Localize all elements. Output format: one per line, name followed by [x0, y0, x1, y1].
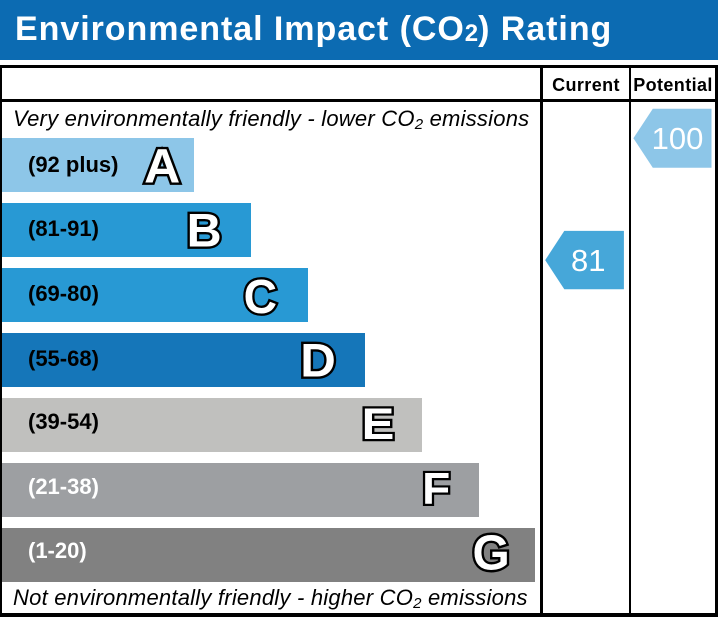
- svg-text:C: C: [244, 270, 277, 324]
- svg-text:D: D: [300, 335, 336, 388]
- svg-text:F: F: [422, 464, 450, 514]
- svg-text:100: 100: [652, 121, 704, 156]
- svg-text:G: G: [472, 526, 509, 580]
- svg-text:A: A: [144, 141, 180, 194]
- svg-text:81: 81: [571, 243, 605, 278]
- svg-text:B: B: [187, 205, 222, 257]
- svg-text:E: E: [362, 399, 395, 448]
